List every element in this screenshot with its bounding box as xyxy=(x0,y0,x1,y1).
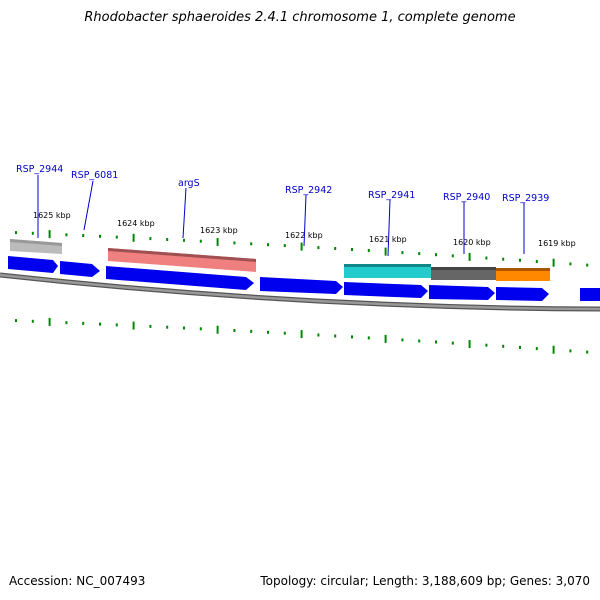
gene-arrow-4 xyxy=(260,277,343,294)
gene-arrow-7 xyxy=(496,287,549,301)
leader-line-rsp2941 xyxy=(387,199,391,257)
feature-bar-args xyxy=(108,248,256,272)
feature-bar-rsp2940 xyxy=(431,267,496,280)
leader-line-rsp2942 xyxy=(303,194,307,247)
gene-arrow-3 xyxy=(106,266,254,290)
gene-label-rsp6081: RSP_6081 xyxy=(71,170,118,181)
gene-label-rsp2939: RSP_2939 xyxy=(502,193,549,204)
genome-title: Rhodobacter sphaeroides 2.4.1 chromosome… xyxy=(84,10,516,25)
feature-bars xyxy=(10,239,550,281)
gene-arrow-6 xyxy=(429,285,495,300)
kbp-label-1625: 1625 kbp xyxy=(33,211,71,220)
kbp-label-1621: 1621 kbp xyxy=(369,235,407,244)
accession-label: Accession: NC_007493 xyxy=(9,574,146,588)
upper-scale-ticks xyxy=(15,230,589,267)
kbp-label-1620: 1620 kbp xyxy=(453,238,491,247)
gene-arrows xyxy=(8,256,600,301)
kbp-label-1619: 1619 kbp xyxy=(538,239,576,248)
kbp-label-1624: 1624 kbp xyxy=(117,219,155,228)
feature-bar-rsp2941 xyxy=(344,264,431,278)
gene-arrow-8 xyxy=(580,288,600,301)
gene-label-rsp2944: RSP_2944 xyxy=(16,164,63,175)
gene-arrow-2 xyxy=(60,261,100,277)
gene-arrow-5 xyxy=(344,282,428,298)
feature-bar-rsp2939 xyxy=(496,268,550,281)
kbp-label-1622: 1622 kbp xyxy=(285,231,323,240)
gene-label-rsp2942: RSP_2942 xyxy=(285,185,332,196)
kbp-label-1623: 1623 kbp xyxy=(200,226,238,235)
lower-scale-ticks xyxy=(15,318,589,354)
leader-line-args xyxy=(182,187,187,239)
leader-line-rsp6081 xyxy=(83,180,94,231)
gene-arrow-1 xyxy=(8,256,58,273)
kbp-labels: 1625 kbp 1624 kbp 1623 kbp 1622 kbp 1621… xyxy=(33,211,576,248)
gene-leader-lines xyxy=(37,175,525,257)
gene-labels: RSP_2944 RSP_6081 argS RSP_2942 RSP_2941… xyxy=(16,164,549,204)
gene-label-rsp2941: RSP_2941 xyxy=(368,190,415,201)
genome-stats: Topology: circular; Length: 3,188,609 bp… xyxy=(260,574,590,588)
chromosome-backbone xyxy=(0,273,600,311)
gene-label-args: argS xyxy=(178,178,200,189)
gene-label-rsp2940: RSP_2940 xyxy=(443,192,490,203)
feature-bar-rsp2944 xyxy=(10,239,62,254)
